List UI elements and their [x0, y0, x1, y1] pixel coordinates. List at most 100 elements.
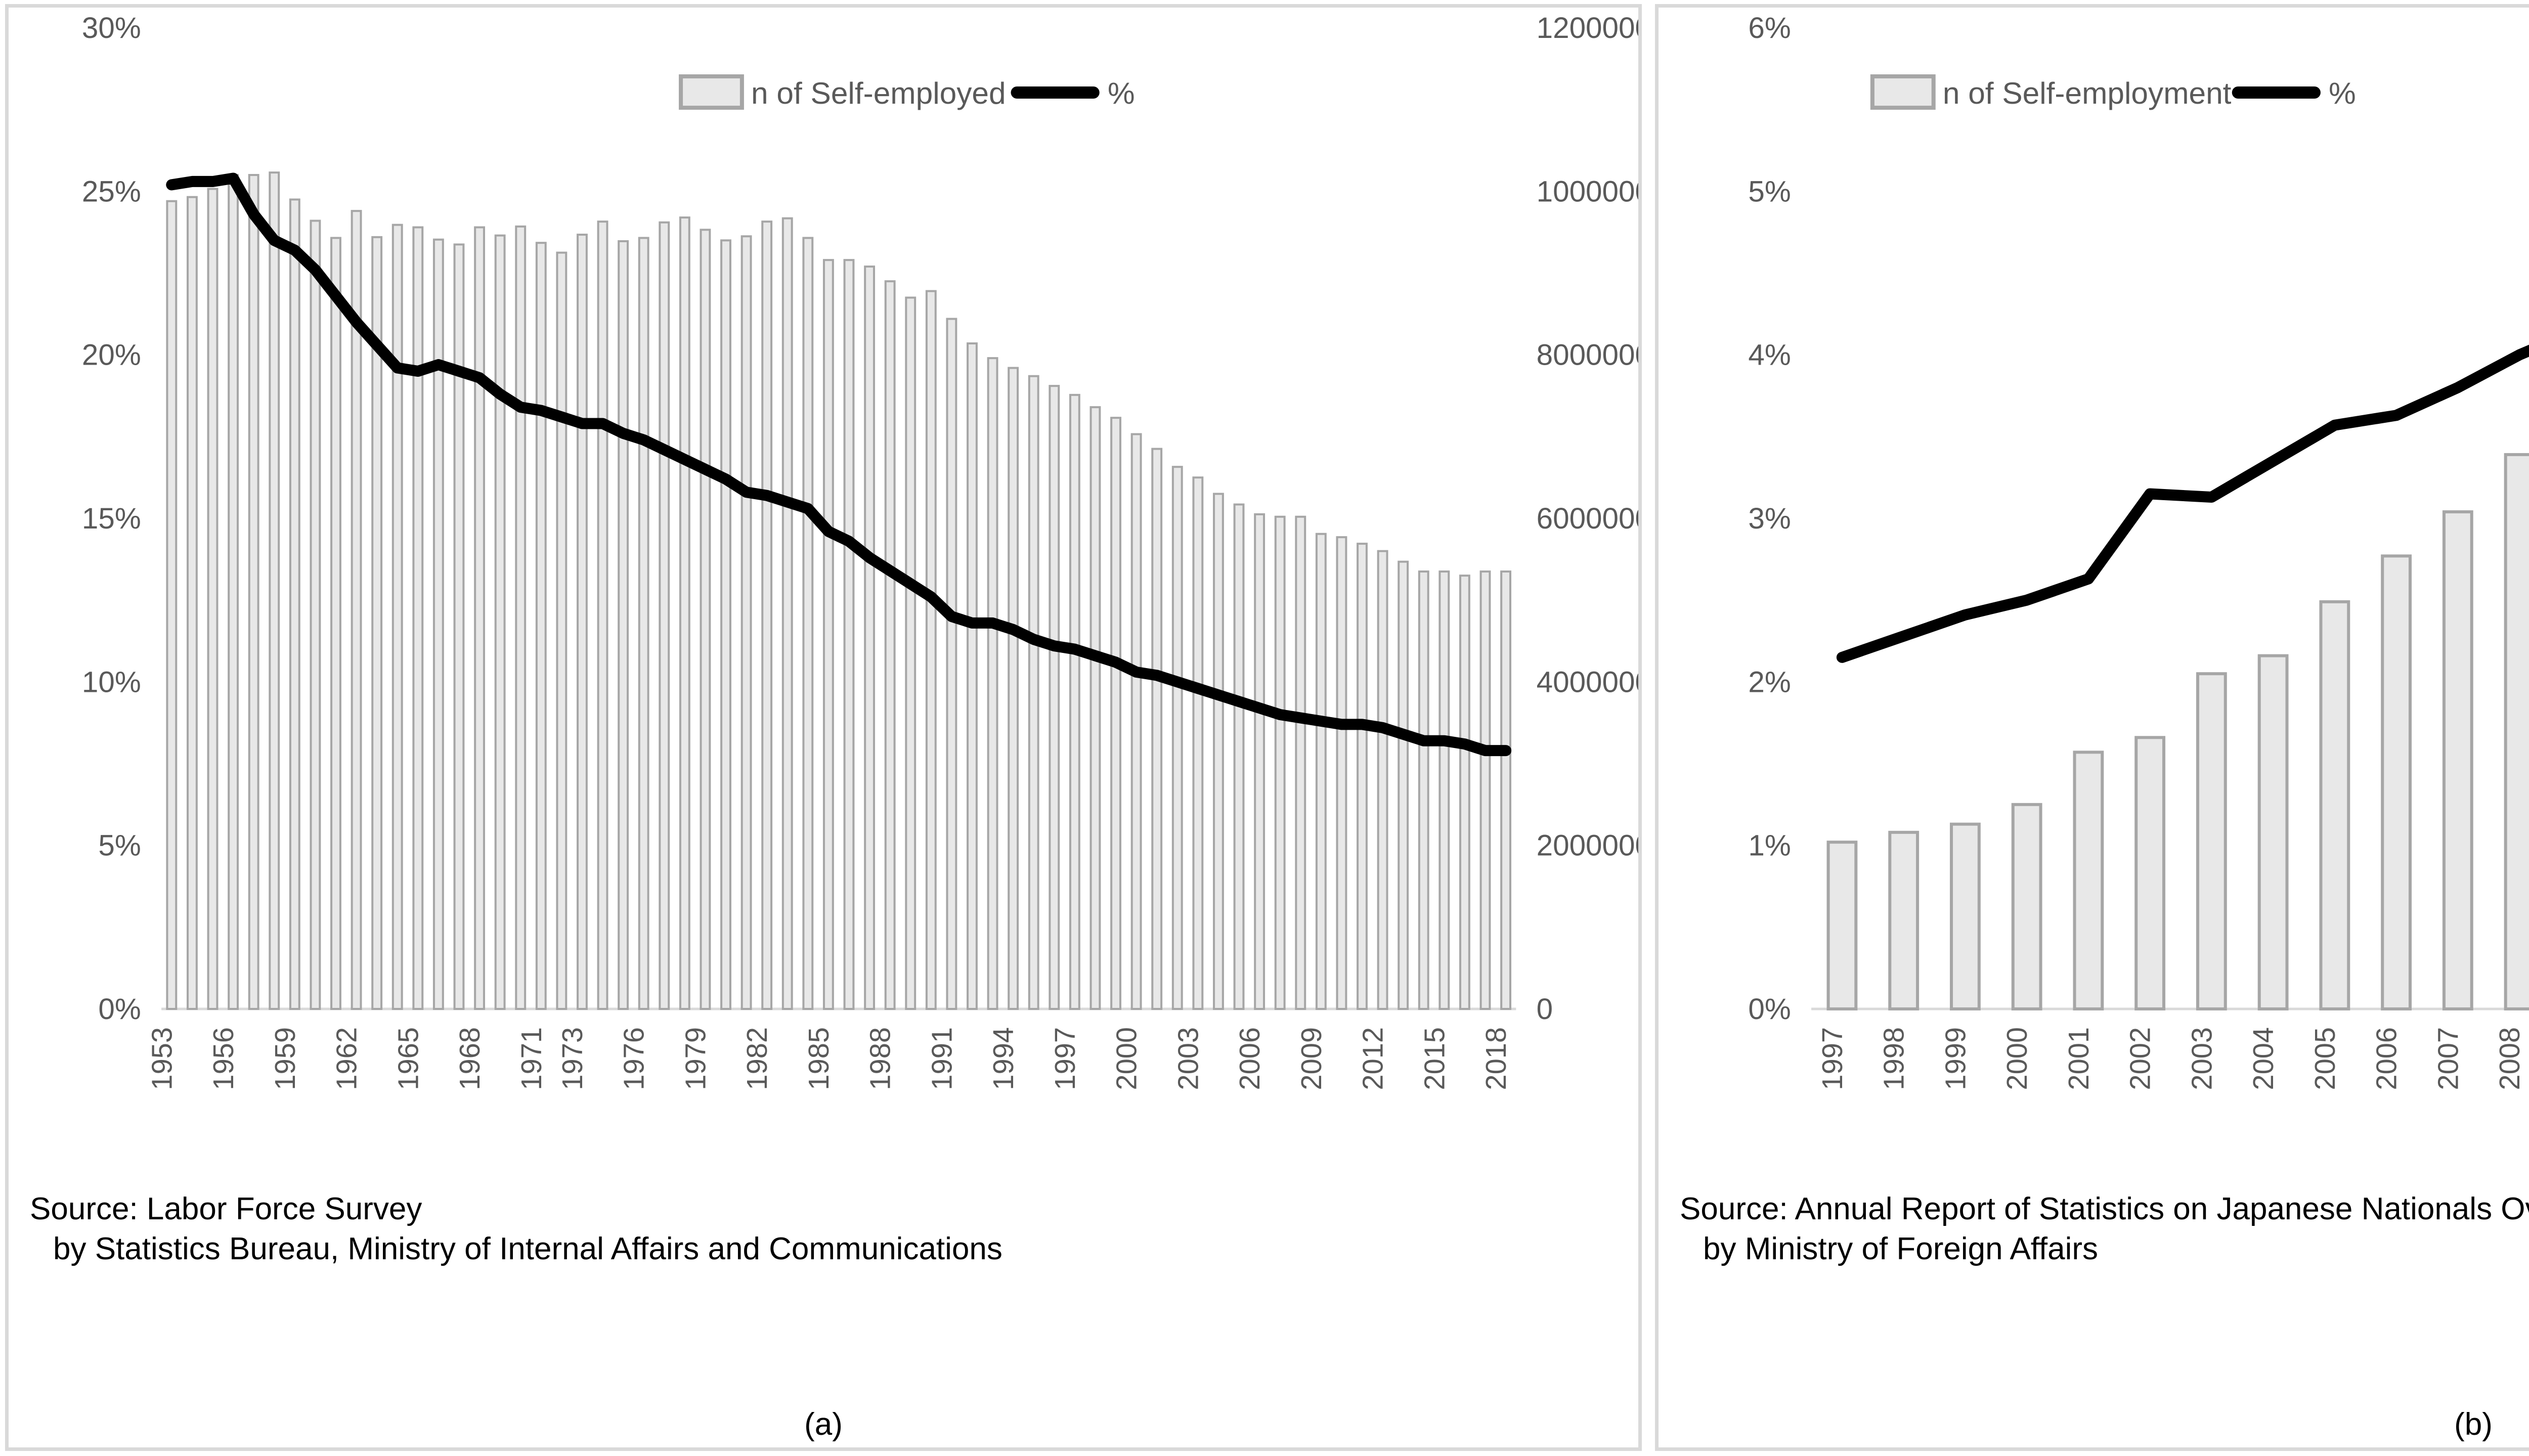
bar — [351, 210, 362, 1010]
legend-line-label: % — [1108, 76, 1135, 110]
y-axis-left-tick: 0% — [98, 993, 141, 1026]
source-line-1: Source: Labor Force Survey — [30, 1192, 422, 1226]
bar — [207, 188, 219, 1010]
x-axis: 1953 1956 1959 1962 1965 1968 1971 1973 1976 1979… — [146, 1027, 1512, 1090]
chart-b-plot: 0%1%2%3%4%5%6%01000020000300004000050000… — [1659, 8, 2529, 1186]
y-axis-left-tick: 25% — [82, 175, 141, 208]
bar — [412, 226, 424, 1010]
x-axis-tick: 1991 — [926, 1027, 957, 1090]
bar — [597, 220, 608, 1010]
y-axis-left-tick: 2% — [1748, 666, 1791, 699]
bar — [659, 221, 670, 1010]
y-axis-left-tick: 0% — [1748, 993, 1791, 1026]
bar — [1254, 513, 1266, 1010]
x-axis-tick: 2007 — [2432, 1027, 2464, 1090]
x-axis-tick: 2004 — [2247, 1027, 2279, 1090]
x-axis-tick: 1956 — [207, 1027, 239, 1090]
bar — [1418, 570, 1429, 1010]
y-axis-left-tick: 20% — [82, 339, 141, 372]
bar — [310, 219, 321, 1010]
bar — [740, 235, 752, 1010]
bar — [843, 259, 855, 1010]
bar-series — [166, 171, 1511, 1010]
line-series — [166, 172, 1512, 757]
x-axis-tick: 2006 — [2370, 1027, 2402, 1090]
x-axis-tick: 1959 — [269, 1027, 301, 1090]
bar — [1049, 385, 1060, 1010]
bar — [2257, 654, 2289, 1010]
bar — [1357, 543, 1368, 1010]
x-axis-tick: 1999 — [1939, 1027, 1971, 1090]
panel-b: 0%1%2%3%4%5%6%01000020000300004000050000… — [1655, 4, 2529, 1451]
x-axis-tick: 2009 — [1295, 1027, 1327, 1090]
x-axis-tick: 1982 — [741, 1027, 773, 1090]
x-axis-tick: 1973 — [556, 1027, 588, 1090]
y-axis-left-tick: 30% — [82, 12, 141, 45]
legend-bar-label: n of Self-employed — [751, 76, 1006, 110]
y-axis-left-tick: 10% — [82, 666, 141, 699]
x-axis-tick: 2005 — [2309, 1027, 2341, 1090]
x-axis-tick: 1997 — [1816, 1027, 1848, 1090]
x-axis-tick: 2003 — [2186, 1027, 2217, 1090]
bar — [720, 239, 731, 1010]
bar — [269, 171, 280, 1010]
bar — [2381, 554, 2412, 1010]
y-axis-right-tick: 10000000 — [1537, 175, 1638, 208]
x-axis-tick: 1953 — [146, 1027, 178, 1090]
x-axis-tick: 2002 — [2124, 1027, 2156, 1090]
panel-a-source: Source: Labor Force Survey by Statistics… — [9, 1186, 1638, 1447]
bar — [1274, 515, 1286, 1010]
bar — [946, 318, 957, 1010]
x-axis-tick: 2000 — [1110, 1027, 1142, 1090]
chart-legend: n of Self-employed% — [679, 74, 1135, 110]
y-axis-right-tick: 6000000 — [1537, 502, 1638, 535]
x-axis: 1997 1998 1999 2000 2001 2002 2003 2004 2005 2006… — [1816, 1027, 2525, 1090]
bar — [1398, 560, 1409, 1010]
x-axis-tick: 1971 — [515, 1027, 547, 1090]
bar — [1438, 570, 1450, 1010]
x-axis-tick: 2018 — [1480, 1027, 1512, 1090]
bar — [761, 220, 773, 1010]
chart-legend: n of Self-employment% — [1870, 74, 2356, 110]
bar — [1171, 466, 1183, 1010]
source-line-2: by Ministry of Foreign Affairs — [1703, 1231, 2099, 1267]
bar — [967, 342, 978, 1010]
bar — [432, 238, 444, 1010]
bar — [330, 237, 341, 1010]
y-axis-right-tick: 0 — [1537, 993, 1553, 1026]
bar — [638, 237, 649, 1010]
bar — [1336, 536, 1347, 1010]
x-axis-tick: 1968 — [454, 1027, 486, 1090]
x-axis-tick: 1979 — [679, 1027, 711, 1090]
bar — [884, 280, 896, 1010]
bar — [2196, 672, 2227, 1011]
x-axis-tick: 1962 — [330, 1027, 362, 1090]
line-series — [1836, 344, 2529, 663]
x-axis-tick: 1994 — [987, 1027, 1019, 1090]
x-axis-tick: 2000 — [2001, 1027, 2033, 1090]
chart-a-svg: 0% 5% 10% 15% 20% 25% 30% 0 2000000 4000000 600000… — [82, 12, 1638, 1090]
bar — [1377, 550, 1388, 1010]
bar — [864, 266, 876, 1010]
y-axis-left-tick: 6% — [1748, 12, 1791, 45]
legend-line-label: % — [2329, 76, 2356, 110]
x-axis-tick: 1985 — [803, 1027, 835, 1090]
bar — [166, 200, 178, 1010]
bar — [781, 217, 793, 1010]
bar — [1826, 841, 1858, 1010]
bar — [925, 290, 937, 1010]
x-axis-tick: 2003 — [1172, 1027, 1204, 1090]
bar-series — [1826, 453, 2529, 1011]
bar — [2504, 453, 2529, 1010]
bar — [228, 174, 239, 1010]
x-axis-tick: 2006 — [1234, 1027, 1266, 1090]
bar — [2319, 600, 2350, 1010]
bar — [2073, 751, 2104, 1010]
y-axis-left-tick: 1% — [1748, 829, 1791, 862]
y-axis-right-tick: 12000000 — [1537, 12, 1638, 45]
bar — [822, 259, 834, 1010]
bar — [1008, 367, 1019, 1010]
y-axis-left-tick: 5% — [98, 829, 141, 862]
bar — [2134, 736, 2166, 1010]
x-axis-tick: 1997 — [1049, 1027, 1081, 1090]
